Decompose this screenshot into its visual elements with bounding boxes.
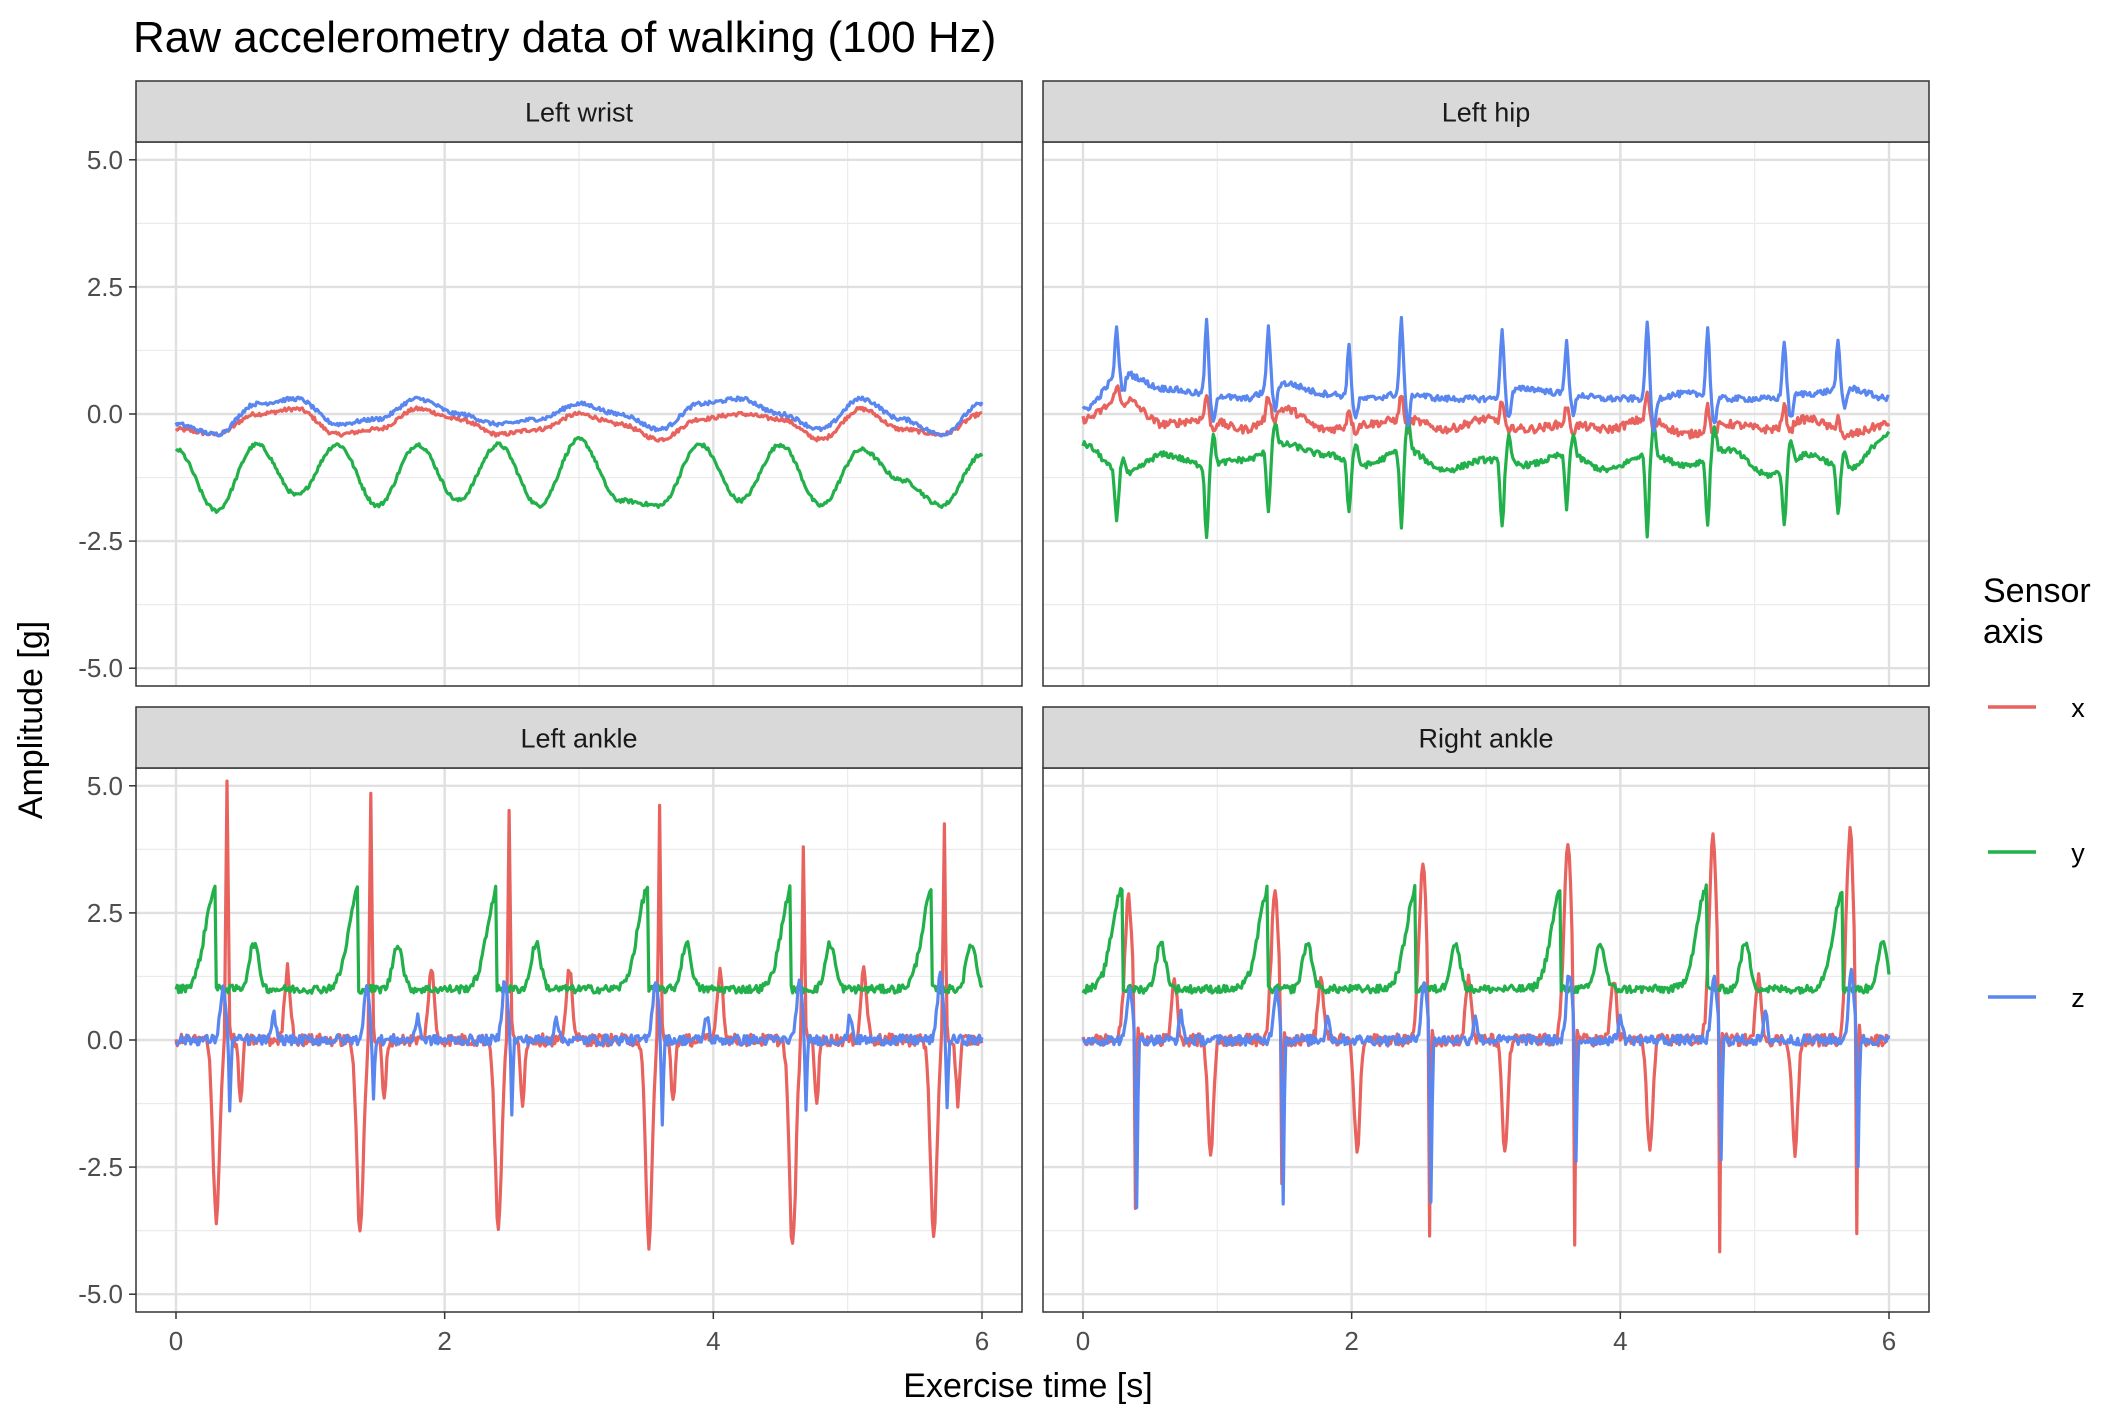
y-tick-label: 2.5: [87, 272, 123, 302]
facet-panel: Left ankle 5.0 2.5 0.0 -2.5 -5.0 0 2 4 6: [78, 706, 1023, 1356]
x-axis-title: Exercise time [s]: [903, 1367, 1152, 1405]
series-line-y: [174, 436, 984, 515]
series-line-z: [1081, 967, 1891, 1210]
series-line-z: [1081, 315, 1890, 433]
facet-strip-label: Left hip: [1442, 98, 1531, 128]
series-line-z: [174, 395, 984, 438]
legend-label: z: [2071, 983, 2085, 1013]
x-tick-label: 6: [975, 1326, 989, 1356]
legend-title-line1: Sensor: [1983, 572, 2091, 610]
x-tick-label: 4: [1613, 1326, 1627, 1356]
facet-strip: [1042, 706, 1930, 769]
facet-strip: [1042, 80, 1930, 143]
facet-strip: [135, 80, 1023, 143]
chart-title: Raw accelerometry data of walking (100 H…: [133, 13, 996, 62]
legend: Sensor axis x y z: [1983, 572, 2091, 1013]
series-line-z: [174, 970, 984, 1127]
y-tick-label: -5.0: [78, 1279, 123, 1309]
series-line-x: [1081, 384, 1891, 441]
series-line-y: [1081, 883, 1891, 995]
legend-label: x: [2071, 693, 2085, 723]
facet-strip-label: Left wrist: [525, 98, 634, 128]
legend-title-line2: axis: [1983, 613, 2043, 651]
facet-panels: Left wrist 5.0 2.5 0.0 -2.5 -5.0 Left hip Left …: [78, 80, 1930, 1356]
y-tick-label: 5.0: [87, 771, 123, 801]
x-tick-label: 0: [169, 1326, 183, 1356]
facet-panel: Left wrist 5.0 2.5 0.0 -2.5 -5.0: [78, 80, 1023, 687]
facet-panel: Left hip: [1042, 80, 1930, 687]
legend-label: y: [2071, 838, 2085, 868]
x-tick-label: 0: [1076, 1326, 1090, 1356]
series-line-x: [174, 405, 983, 443]
y-tick-label: 0.0: [87, 1025, 123, 1055]
x-tick-label: 2: [437, 1326, 451, 1356]
facet-strip-label: Left ankle: [520, 724, 637, 754]
facet-strip-label: Right ankle: [1418, 724, 1553, 754]
y-tick-label: -2.5: [78, 526, 123, 556]
facet-strip: [135, 706, 1023, 769]
legend-key-y: y: [1988, 838, 2085, 868]
series-line-y: [174, 884, 984, 995]
y-tick-label: -5.0: [78, 653, 123, 683]
y-tick-label: 2.5: [87, 898, 123, 928]
facet-panel: Right ankle 0 2 4 6: [1042, 706, 1930, 1356]
y-tick-label: 5.0: [87, 145, 123, 175]
legend-key-x: x: [1988, 693, 2085, 723]
y-tick-label: -2.5: [78, 1152, 123, 1182]
x-tick-label: 2: [1344, 1326, 1358, 1356]
y-tick-label: 0.0: [87, 399, 123, 429]
x-tick-label: 6: [1882, 1326, 1896, 1356]
legend-key-z: z: [1988, 983, 2085, 1013]
x-tick-label: 4: [706, 1326, 720, 1356]
series-line-y: [1081, 416, 1891, 540]
y-axis-title: Amplitude [g]: [12, 621, 50, 819]
